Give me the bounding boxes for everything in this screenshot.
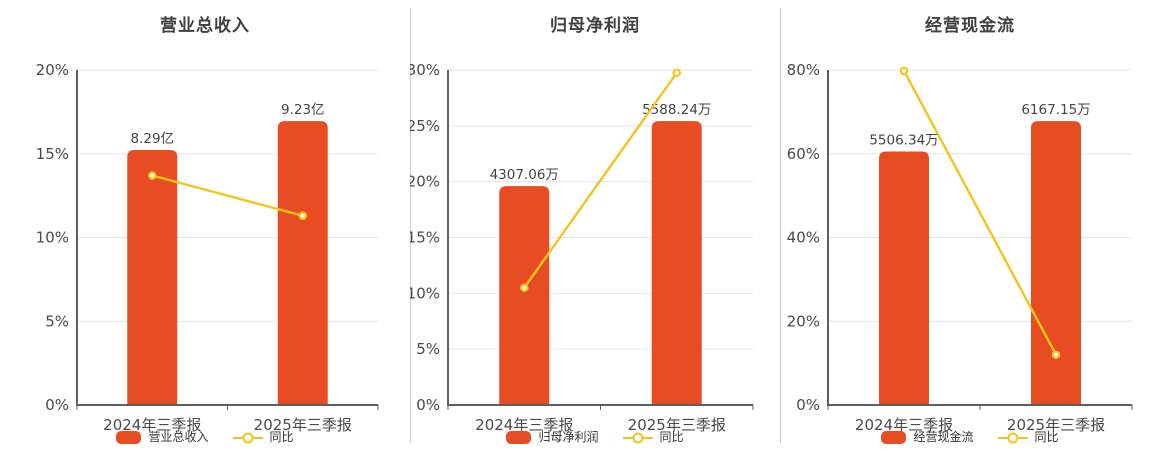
yoy-line [523, 72, 678, 289]
line-legend-label[interactable]: 同比 [269, 430, 294, 444]
bar-value-label: 9.23亿 [281, 102, 325, 118]
bar-legend-swatch-icon[interactable] [881, 431, 907, 444]
line-legend-marker-icon[interactable] [622, 432, 653, 444]
bar-legend-label[interactable]: 经营现金流 [913, 430, 974, 444]
bar-legend-swatch-icon[interactable] [116, 431, 142, 444]
bar[interactable] [127, 150, 178, 404]
yoy-point[interactable] [147, 171, 157, 180]
panel-operating-revenue: 营业总收入 0% 5% 10% 15% 20% 8.29亿 9.23亿 2024年三季报 202… [0, 0, 410, 450]
y-axis-tick-label: 25% [410, 117, 440, 135]
bar-value-label: 5588.24万 [642, 102, 711, 118]
y-axis-tick-label: 0% [796, 396, 820, 414]
y-axis-tick-label: 40% [787, 229, 820, 247]
yoy-point[interactable] [1051, 350, 1061, 360]
line-legend-label[interactable]: 同比 [659, 430, 684, 444]
bar-legend-label[interactable]: 营业总收入 [148, 430, 209, 444]
y-axis-tick-label: 0% [416, 396, 440, 414]
bar[interactable] [651, 121, 702, 405]
y-axis-tick-label: 10% [410, 284, 440, 302]
chart-legend: 归母净利润 同比 [410, 430, 780, 445]
x-axis-category-label: 2025年三季报 [254, 416, 352, 434]
bar[interactable] [1031, 121, 1081, 405]
bar[interactable] [277, 121, 328, 405]
y-axis-tick-label: 20% [36, 61, 69, 79]
y-axis-tick-label: 10% [36, 229, 69, 247]
y-axis-tick-label: 20% [787, 312, 820, 330]
y-axis-tick-label: 60% [787, 145, 820, 163]
chart-title: 经营现金流 [925, 16, 1015, 36]
x-axis-category-label: 2024年三季报 [475, 416, 573, 434]
line-legend-marker-icon[interactable] [997, 432, 1028, 444]
bar[interactable] [499, 186, 550, 404]
x-axis-category-label: 2025年三季报 [628, 416, 726, 434]
y-axis-tick-label: 5% [416, 340, 440, 358]
chart-title: 营业总收入 [160, 16, 250, 36]
x-axis-category-label: 2024年三季报 [855, 416, 953, 434]
bar-legend-swatch-icon[interactable] [506, 431, 532, 444]
chart-legend: 营业总收入 同比 [0, 430, 410, 445]
panel-operating-cash-flow: 经营现金流 0% 20% 40% 60% 80% 5506.34万 6167.15万 2024… [780, 0, 1160, 450]
line-legend-marker-icon[interactable] [232, 432, 263, 444]
yoy-line [902, 70, 1058, 356]
yoy-point[interactable] [519, 283, 529, 293]
x-axis-category-label: 2024年三季报 [103, 416, 201, 434]
yoy-line [151, 174, 304, 217]
yoy-point[interactable] [298, 211, 308, 221]
panel-divider [780, 8, 781, 443]
x-axis-category-label: 2025年三季报 [1007, 416, 1105, 434]
chart-legend: 经营现金流 同比 [780, 430, 1160, 445]
chart-plot: 0% 5% 10% 15% 20% 25% 30% 4307.06万 5588.24万 2024年… [410, 61, 754, 434]
yoy-point[interactable] [899, 66, 909, 76]
yoy-point[interactable] [672, 68, 682, 78]
chart-title: 归母净利润 [550, 16, 640, 36]
bar-value-label: 5506.34万 [869, 133, 938, 149]
bar-value-label: 6167.15万 [1021, 102, 1090, 118]
bar-value-label: 4307.06万 [490, 167, 559, 183]
line-legend-label[interactable]: 同比 [1034, 430, 1059, 444]
chart-plot: 0% 20% 40% 60% 80% 5506.34万 6167.15万 2024年三季报 20… [787, 61, 1133, 434]
y-axis-tick-label: 80% [787, 61, 820, 79]
y-axis-tick-label: 15% [410, 229, 440, 247]
y-axis-tick-label: 5% [45, 312, 69, 330]
chart-plot: 0% 5% 10% 15% 20% 8.29亿 9.23亿 2024年三季报 2025年三季报 [36, 61, 379, 434]
panel-divider [410, 8, 411, 443]
bar-value-label: 8.29亿 [130, 131, 174, 147]
y-axis-tick-label: 30% [410, 61, 440, 79]
bar[interactable] [879, 151, 929, 404]
y-axis-tick-label: 15% [36, 145, 69, 163]
y-axis-tick-label: 20% [410, 173, 440, 191]
panel-net-profit: 归母净利润 0% 5% 10% 15% 20% 25% 30% 4307.06万 5588.24… [410, 0, 780, 450]
bar-legend-label[interactable]: 归母净利润 [538, 430, 599, 444]
y-axis-tick-label: 0% [45, 396, 69, 414]
